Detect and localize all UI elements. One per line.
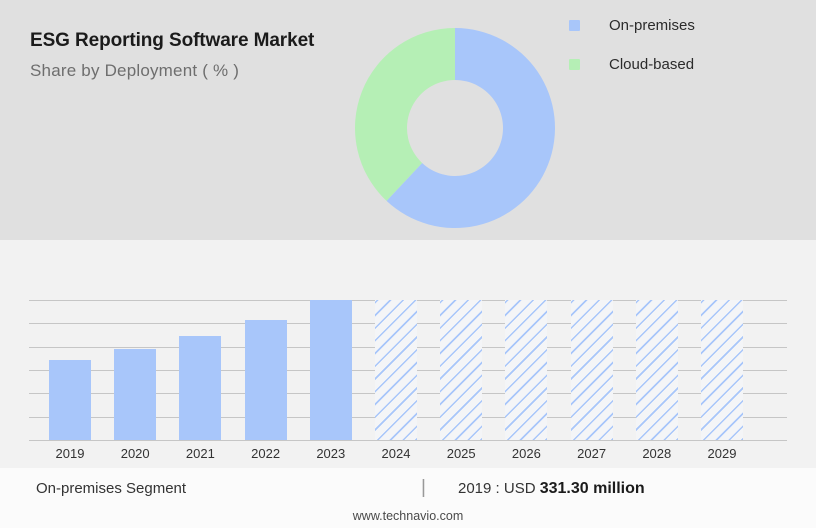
footer-value-prefix: 2019 : USD [458,480,540,497]
gridline [29,440,787,441]
bar-chart-plot-area: 2019 2020 2021 2022 2023 2024 2025 2026 2027 2028… [29,300,787,461]
bar-2021[interactable] [179,336,222,440]
x-tick-2025: 2025 [446,446,476,461]
donut-chart-svg [355,28,555,228]
bar-2026[interactable] [505,300,548,440]
chart-legend: On-premises Cloud-based [569,14,695,92]
bar-2020[interactable] [114,349,157,440]
bar-2029[interactable] [701,300,743,440]
legend-item-cloud-based[interactable]: Cloud-based [569,53,695,75]
footer-url: www.technavio.com [352,509,464,523]
bar-2023[interactable] [309,300,352,440]
legend-item-on-premises[interactable]: On-premises [569,14,695,36]
bar-2022[interactable] [244,319,287,440]
x-tick-2021: 2021 [185,446,215,461]
footer-value-amount: 331.30 million [539,480,645,497]
legend-swatch-on-premises [569,19,580,31]
x-tick-2022: 2022 [251,446,281,461]
donut-chart [355,28,555,228]
bar-2019[interactable] [49,360,91,440]
donut-slice-on-premises[interactable] [386,28,555,228]
x-tick-2029: 2029 [707,446,737,461]
x-tick-2023: 2023 [316,446,346,461]
footer-divider: | [421,477,426,498]
x-tick-2020: 2020 [120,446,150,461]
bar-2028[interactable] [635,300,678,440]
x-tick-2027: 2027 [577,446,607,461]
legend-label-on-premises: On-premises [609,16,695,34]
bar-2025[interactable] [440,300,483,440]
bar-2024[interactable] [375,300,417,440]
footer: On-premises Segment | 2019 : USD 331.30 … [0,468,816,528]
bar-2027[interactable] [570,300,613,440]
x-tick-2024: 2024 [381,446,411,461]
legend-swatch-cloud-based [569,58,580,70]
x-tick-2028: 2028 [642,446,672,461]
footer-value: 2019 : USD 331.30 million [458,480,645,498]
page-subtitle: Share by Deployment ( % ) [30,61,240,80]
page-title: ESG Reporting Software Market [30,30,315,51]
x-tick-2019: 2019 [55,446,85,461]
legend-label-cloud-based: Cloud-based [609,55,695,73]
header-panel: ESG Reporting Software Market Share by D… [0,0,816,240]
x-tick-2026: 2026 [511,446,541,461]
footer-segment-label: On-premises Segment [36,480,187,497]
bar-chart-panel: 2019 2020 2021 2022 2023 2024 2025 2026 2027 2028… [0,240,816,468]
donut-slice-cloud-based[interactable] [355,28,455,201]
